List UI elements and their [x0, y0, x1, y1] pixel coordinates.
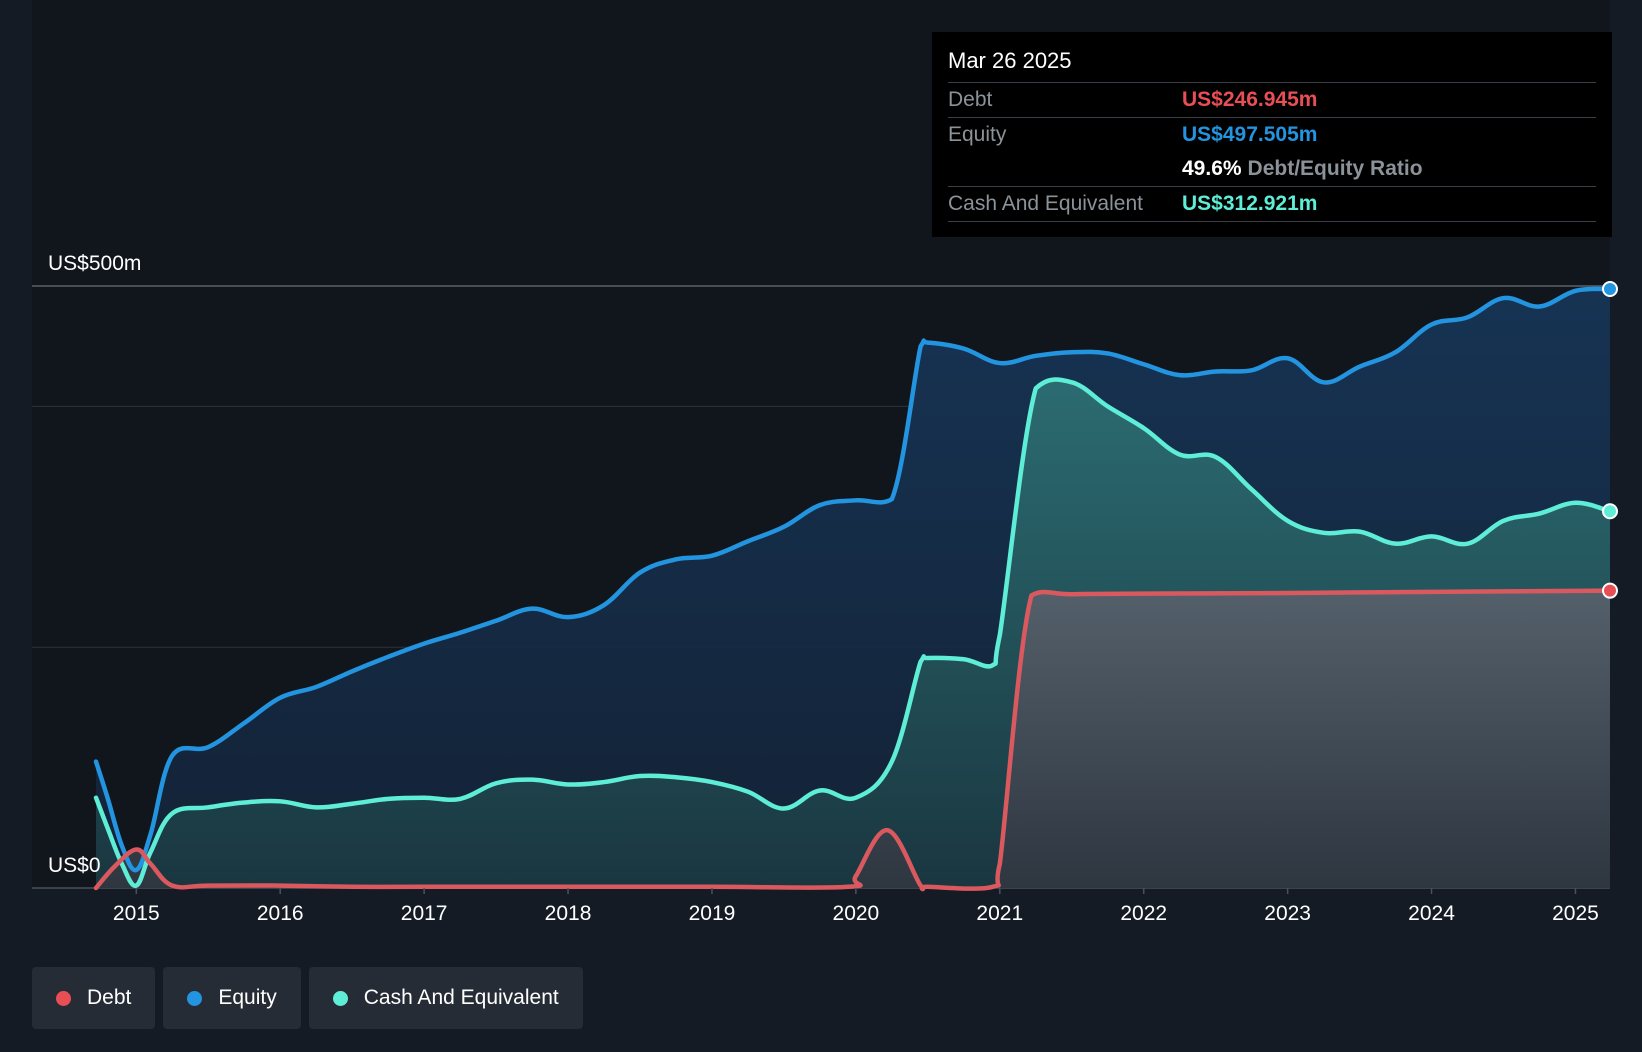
x-tick-label-2015: 2015 [113, 902, 160, 925]
x-tick-label-2025: 2025 [1552, 902, 1599, 925]
legend-item-cash[interactable]: Cash And Equivalent [308, 967, 583, 1029]
tooltip: Mar 26 2025 Debt US$246.945m Equity US$4… [932, 32, 1612, 237]
x-tick-label-2023: 2023 [1264, 902, 1311, 925]
tooltip-debt-label: Debt [948, 88, 993, 111]
marker-layer [1602, 281, 1618, 599]
x-tick-label-2024: 2024 [1408, 902, 1455, 925]
y-tick-label-0: US$0 [48, 854, 101, 877]
cash-and-equivalent-line [93, 377, 1613, 888]
debt-area [96, 590, 1610, 890]
x-tick-label-2016: 2016 [257, 902, 304, 925]
x-tick-label-2018: 2018 [545, 902, 592, 925]
tooltip-equity-value: US$497.505m [1182, 123, 1318, 146]
y-tick-label-500: US$500m [48, 252, 141, 275]
tooltip-cash-row: Cash And Equivalent US$312.921m [948, 186, 1596, 222]
equity-line [93, 286, 1613, 873]
tooltip-debt-row: Debt US$246.945m [948, 82, 1596, 117]
area-layer [96, 288, 1610, 890]
tooltip-ratio-label: Debt/Equity Ratio [1247, 157, 1423, 180]
legend-equity-label: Equity [218, 986, 277, 1009]
x-tick-label-2020: 2020 [833, 902, 880, 925]
legend-debt-label: Debt [87, 986, 132, 1009]
x-tick-label-2022: 2022 [1120, 902, 1167, 925]
tooltip-cash-value: US$312.921m [1182, 192, 1318, 215]
equity-dot-icon [187, 990, 203, 1006]
legend-item-debt[interactable]: Debt [32, 967, 156, 1029]
legend: Debt Equity Cash And Equivalent [32, 967, 583, 1029]
x-tick-label-2021: 2021 [976, 902, 1023, 925]
tooltip-debt-value: US$246.945m [1182, 88, 1318, 111]
cash-and-equivalent-end-marker [1602, 503, 1618, 520]
legend-item-equity[interactable]: Equity [163, 967, 301, 1029]
equity-end-marker [1602, 281, 1618, 298]
line-layer [93, 286, 1613, 892]
debt-line [93, 588, 1613, 892]
tooltip-equity-row: Equity US$497.505m [948, 117, 1596, 152]
cash-dot-icon [332, 990, 348, 1006]
debt-dot-icon [56, 990, 71, 1006]
tooltip-ratio-row: 49.6% Debt/Equity Ratio [948, 152, 1596, 186]
debt-end-marker [1602, 582, 1618, 599]
tooltip-cash-label: Cash And Equivalent [948, 192, 1143, 215]
legend-cash-label: Cash And Equivalent [363, 986, 559, 1009]
x-tick-label-2017: 2017 [401, 902, 448, 925]
tooltip-date: Mar 26 2025 [948, 48, 1072, 73]
tooltip-ratio-value: 49.6% [1182, 157, 1242, 180]
tooltip-equity-label: Equity [948, 123, 1007, 146]
axis-layer: 2015 2016 2017 2018 2019 2020 2021 2022 2023 2024… [48, 252, 1599, 925]
x-tick-label-2019: 2019 [689, 902, 736, 925]
